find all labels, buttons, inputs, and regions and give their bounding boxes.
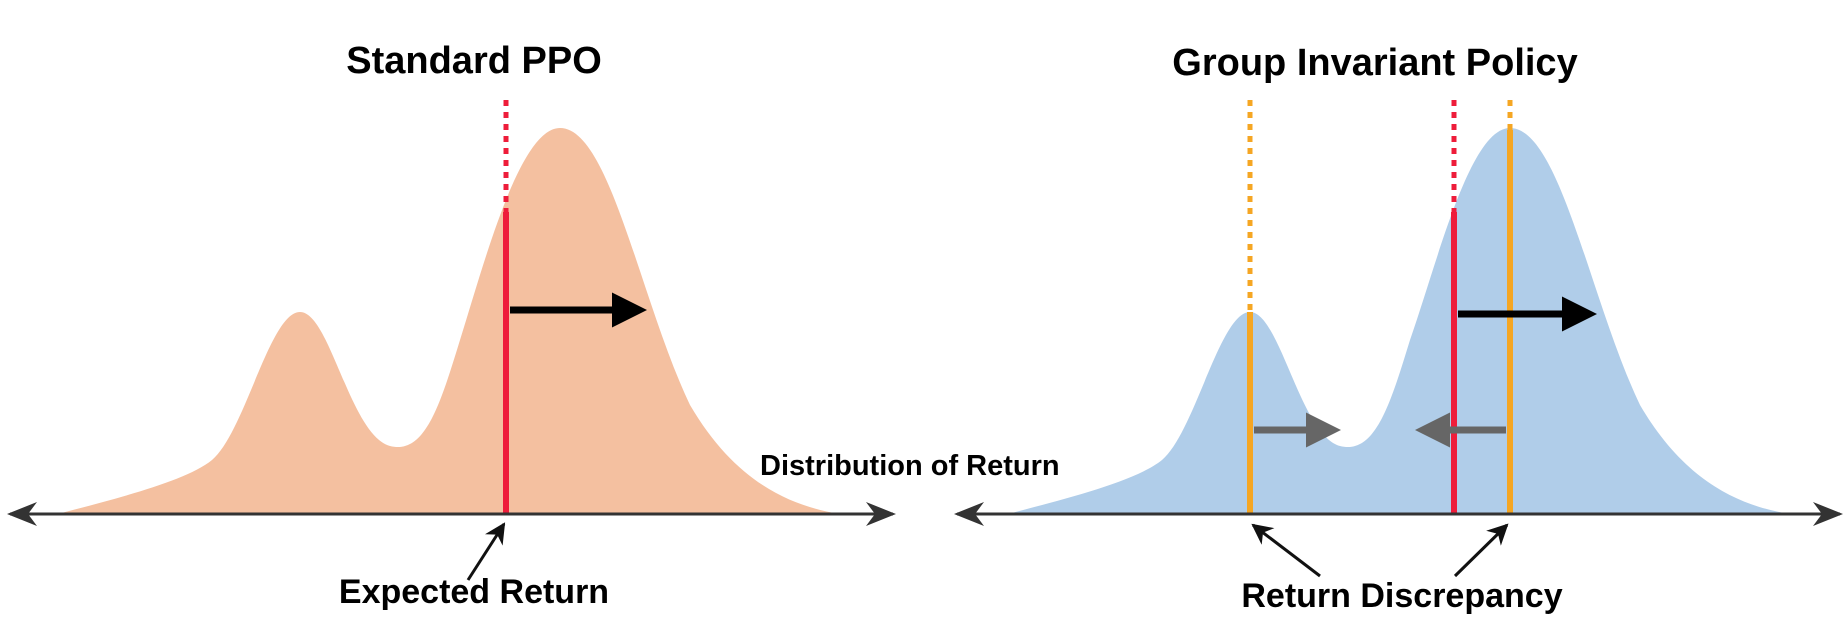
gip-return-distribution <box>1008 128 1790 514</box>
right-panel: Group Invariant Policy Return Discrepanc… <box>954 42 1843 615</box>
axis-label: Distribution of Return <box>760 450 1060 482</box>
gip-title: Group Invariant Policy <box>1172 42 1577 84</box>
return-discrepancy-pointer-arrow-1 <box>1251 523 1321 578</box>
return-discrepancy-pointer-arrow-2 <box>1453 523 1509 578</box>
left-panel: Standard PPO Expected Return <box>6 40 896 611</box>
ppo-return-distribution <box>58 128 840 514</box>
return-discrepancy-caption: Return Discrepancy <box>1241 577 1562 615</box>
expected-return-pointer-arrow <box>466 522 506 581</box>
ppo-title: Standard PPO <box>346 40 602 82</box>
expected-return-caption: Expected Return <box>339 573 609 611</box>
